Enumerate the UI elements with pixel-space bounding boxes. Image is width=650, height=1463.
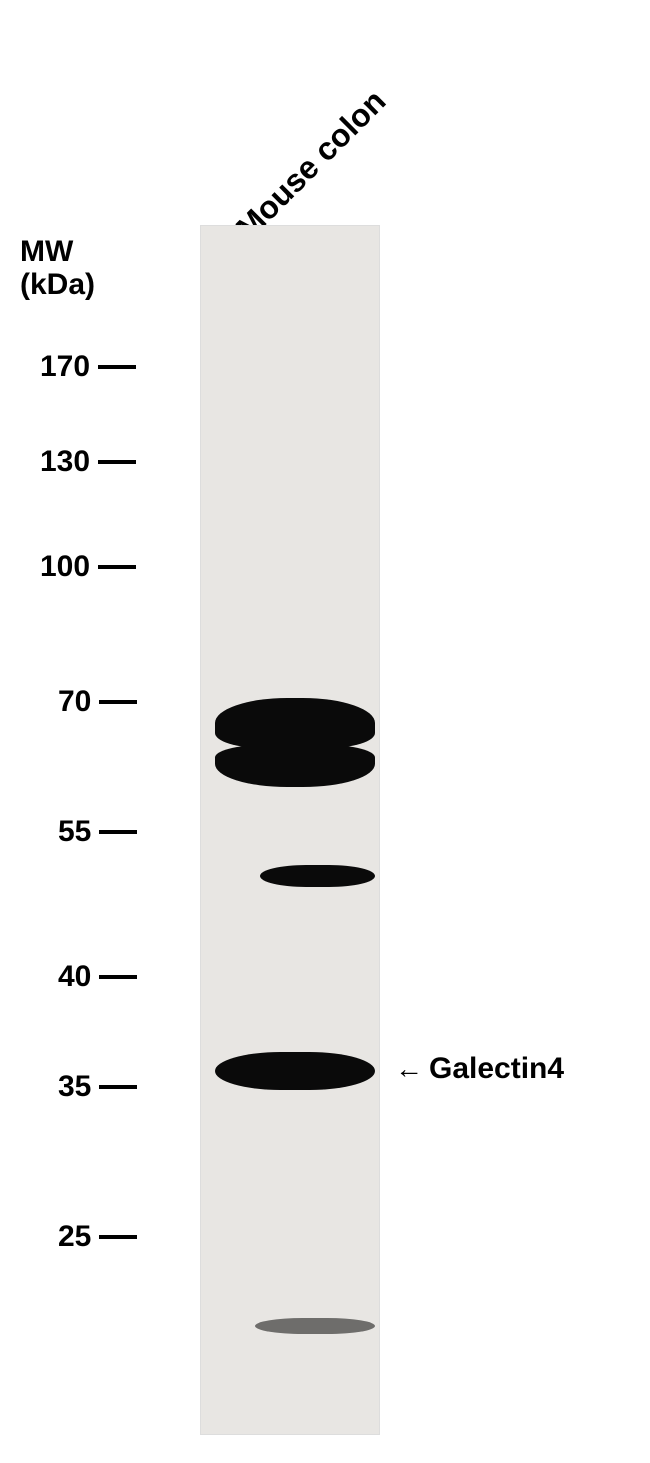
- band-22kda-faint: [255, 1318, 375, 1334]
- mw-header: MW (kDa): [20, 235, 95, 301]
- mw-marker-40: 40: [58, 960, 137, 994]
- mw-tick: [99, 1235, 137, 1239]
- blot-figure: Mouse colon MW (kDa) 170 130 100 70 55 4…: [0, 0, 650, 1463]
- mw-marker-70: 70: [58, 685, 137, 719]
- band-galectin4: [215, 1052, 375, 1090]
- mw-marker-130: 130: [40, 445, 136, 479]
- target-text: Galectin4: [429, 1052, 564, 1086]
- mw-label: 35: [58, 1070, 91, 1104]
- mw-tick: [99, 975, 137, 979]
- mw-label: 100: [40, 550, 90, 584]
- mw-header-line2: (kDa): [20, 268, 95, 301]
- mw-label: 40: [58, 960, 91, 994]
- mw-header-line1: MW: [20, 235, 73, 268]
- mw-marker-55: 55: [58, 815, 137, 849]
- mw-tick: [98, 565, 136, 569]
- mw-label: 170: [40, 350, 90, 384]
- band-65kda-lower: [215, 745, 375, 787]
- mw-label: 55: [58, 815, 91, 849]
- mw-marker-35: 35: [58, 1070, 137, 1104]
- mw-label: 70: [58, 685, 91, 719]
- mw-tick: [98, 365, 136, 369]
- mw-marker-170: 170: [40, 350, 136, 384]
- mw-marker-25: 25: [58, 1220, 137, 1254]
- mw-tick: [98, 460, 136, 464]
- target-annotation: ← Galectin4: [395, 1052, 564, 1086]
- mw-label: 25: [58, 1220, 91, 1254]
- blot-lane: [200, 225, 380, 1435]
- lane-label: Mouse colon: [229, 83, 393, 247]
- arrow-left-icon: ←: [395, 1053, 423, 1085]
- mw-marker-100: 100: [40, 550, 136, 584]
- band-65kda-upper: [215, 698, 375, 748]
- mw-label: 130: [40, 445, 90, 479]
- mw-tick: [99, 700, 137, 704]
- mw-tick: [99, 830, 137, 834]
- lane-label-text: Mouse colon: [229, 83, 393, 247]
- band-50kda: [260, 865, 375, 887]
- mw-tick: [99, 1085, 137, 1089]
